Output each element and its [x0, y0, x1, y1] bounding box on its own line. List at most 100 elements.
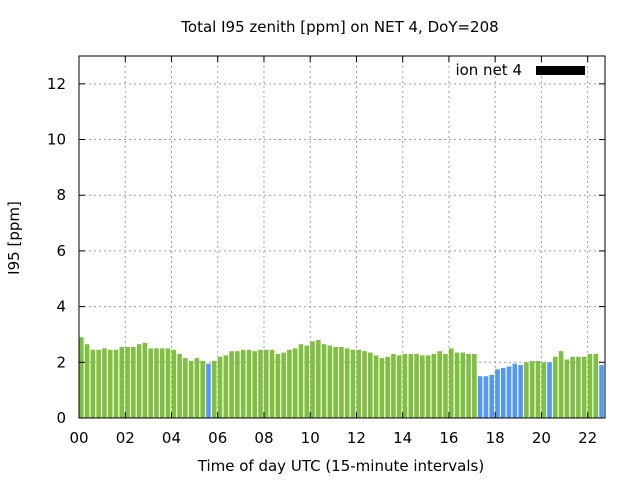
bar: [310, 341, 315, 418]
bar: [240, 349, 246, 418]
bar: [379, 358, 385, 418]
bar: [211, 360, 217, 418]
bar: [84, 344, 90, 418]
bar: [581, 356, 587, 418]
bar: [159, 348, 165, 418]
bar: [402, 353, 408, 418]
bar: [500, 367, 506, 418]
bar: [229, 351, 234, 418]
bar: [90, 349, 96, 418]
bar: [564, 359, 570, 418]
bar: [79, 337, 84, 418]
bar: [119, 346, 125, 418]
bar: [333, 346, 338, 418]
bar: [315, 340, 321, 418]
bar: [339, 346, 344, 418]
bar: [454, 352, 460, 418]
bar: [258, 349, 263, 418]
bar: [524, 362, 529, 418]
bar: [223, 355, 229, 418]
bar: [148, 348, 153, 418]
bar: [107, 349, 113, 418]
y-tick-labels: 0 2 4 6 8 10 12: [47, 75, 66, 427]
bar: [125, 346, 130, 418]
bar: [263, 349, 269, 418]
bar: [287, 349, 292, 418]
bar: [96, 349, 101, 418]
bar: [154, 348, 159, 418]
bar: [292, 348, 298, 418]
bar: [385, 356, 390, 418]
bar: [235, 351, 240, 418]
bar: [512, 363, 518, 418]
bar: [599, 365, 604, 418]
bar: [587, 353, 593, 418]
bar: [362, 351, 367, 418]
plot-frame: [78, 55, 606, 419]
bars: [79, 337, 604, 418]
bar: [420, 355, 425, 418]
bar: [541, 362, 547, 418]
bar: [495, 369, 500, 418]
bar: [252, 351, 258, 418]
bar: [177, 353, 182, 418]
bar: [466, 353, 471, 418]
bar: [414, 353, 419, 418]
bar: [269, 349, 275, 418]
bar: [506, 366, 512, 418]
y-tick-label: 4: [56, 298, 66, 316]
bar: [327, 345, 333, 418]
bar: [437, 351, 442, 418]
x-tick-label: 04: [162, 429, 181, 447]
bar: [593, 353, 599, 418]
y-tick-label: 12: [47, 75, 66, 93]
x-axis-title: Time of day UTC (15-minute intervals): [197, 457, 484, 475]
x-tick-label: 14: [393, 429, 412, 447]
bar: [275, 353, 281, 418]
y-tick-label: 0: [56, 409, 66, 427]
grid: [79, 56, 605, 418]
x-tick-label: 08: [254, 429, 273, 447]
bar: [200, 360, 206, 418]
bar: [344, 348, 350, 418]
x-tick-label: 10: [301, 429, 320, 447]
x-tick-label: 16: [439, 429, 458, 447]
bar: [391, 353, 396, 418]
x-tick-label: 06: [208, 429, 227, 447]
bar: [206, 363, 211, 418]
y-tick-label: 2: [56, 353, 66, 371]
bar: [570, 356, 575, 418]
bar: [321, 344, 327, 418]
bar: [443, 353, 448, 418]
bar: [425, 355, 431, 418]
bar: [373, 355, 379, 418]
x-tick-label: 02: [116, 429, 135, 447]
x-tick-labels: 00 02 04 06 08 10 12 14 16 18 20 22: [69, 429, 597, 447]
bar: [142, 342, 148, 418]
x-tick-label: 20: [532, 429, 551, 447]
bar: [304, 345, 310, 418]
chart-title: Total I95 zenith [ppm] on NET 4, DoY=208: [180, 18, 498, 36]
legend-label: ion net 4: [455, 61, 522, 79]
x-tick-label: 00: [69, 429, 88, 447]
bar: [281, 352, 286, 418]
bar: [131, 346, 136, 418]
bar: [489, 374, 495, 418]
bar: [102, 348, 107, 418]
bar: [529, 360, 535, 418]
axis-ticks: [78, 56, 605, 419]
y-tick-label: 8: [56, 186, 66, 204]
bar: [408, 353, 414, 418]
bar: [194, 358, 200, 418]
bar: [298, 344, 304, 418]
bar: [246, 349, 252, 418]
bar: [552, 356, 558, 418]
bar: [576, 356, 581, 418]
bar: [350, 349, 356, 418]
legend-swatch: [536, 66, 585, 75]
bar: [448, 348, 454, 418]
bar: [171, 349, 177, 418]
bar: [136, 344, 142, 418]
bar: [477, 376, 483, 418]
bar: [558, 351, 564, 418]
